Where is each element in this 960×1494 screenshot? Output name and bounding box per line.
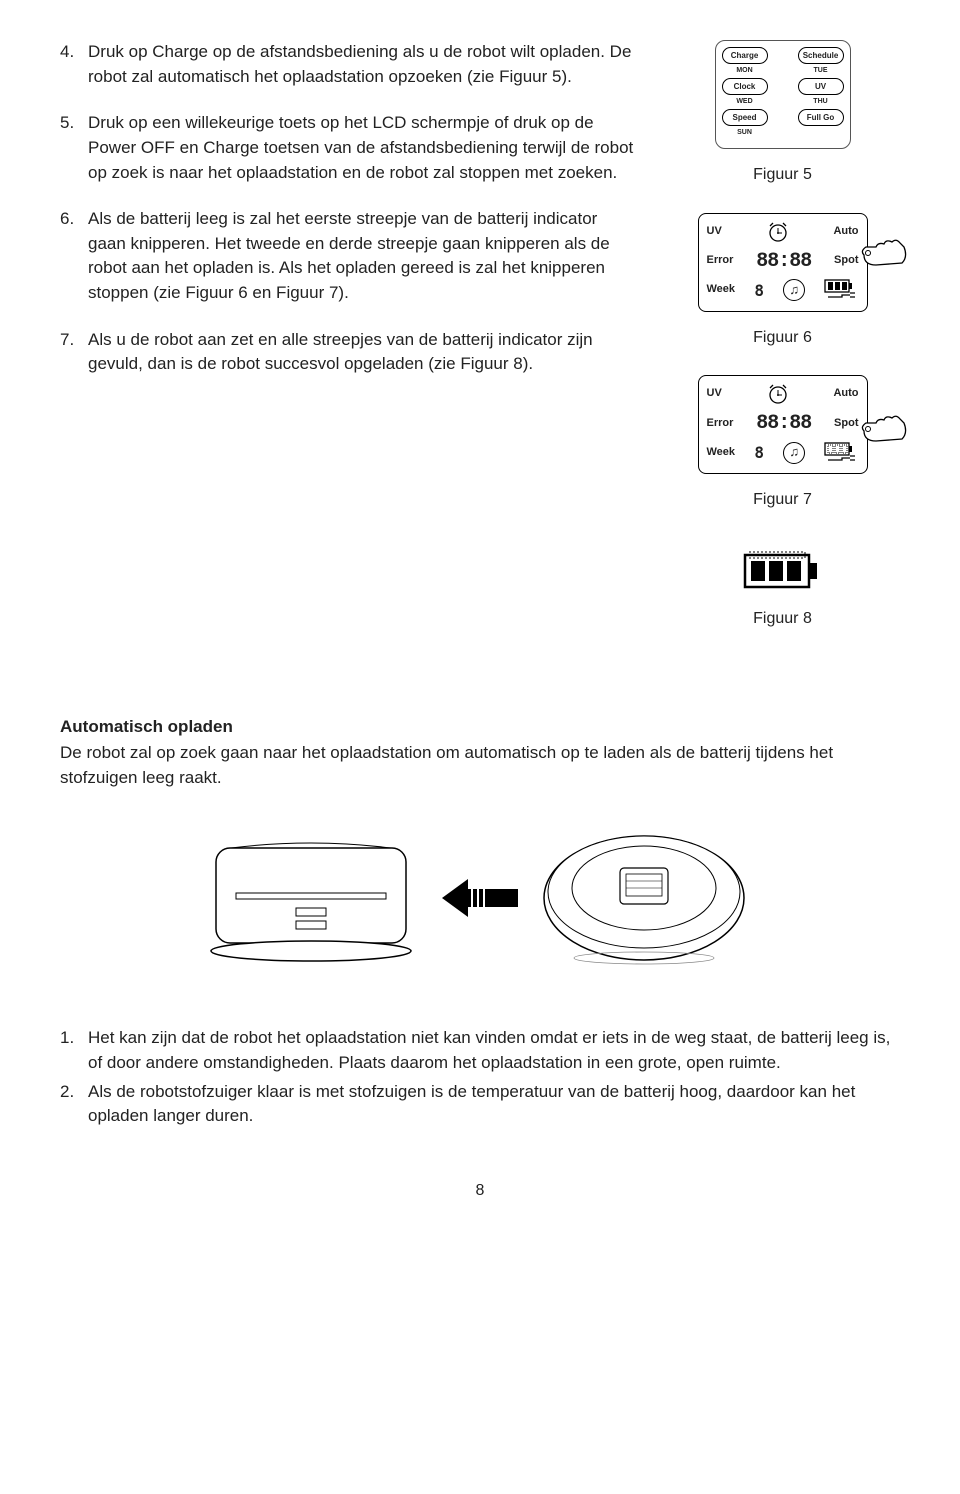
pointing-hand-icon xyxy=(858,237,908,271)
step-number: 7. xyxy=(60,328,88,377)
upper-region: 4. Druk op Charge op de afstandsbedienin… xyxy=(60,40,900,645)
lcd-week-label: Week xyxy=(707,445,736,461)
lcd-error-label: Error xyxy=(707,416,734,432)
lcd-auto-label: Auto xyxy=(833,386,858,402)
music-note-icon: ♫ xyxy=(783,442,805,464)
lcd-week-label: Week xyxy=(707,282,736,298)
remote-button: Clock xyxy=(722,78,768,95)
lcd-spot-label: Spot xyxy=(834,253,858,269)
remote-button: UV xyxy=(798,78,844,95)
instruction-item: 5. Druk op een willekeurige toets op het… xyxy=(60,111,635,185)
battery-plug-icon xyxy=(824,442,858,464)
step-number: 5. xyxy=(60,111,88,185)
lcd-screen: UV Auto Error 88:88 Spot Week 8 ♫ xyxy=(698,213,868,312)
remote-button: Charge xyxy=(722,47,768,64)
remote-day-label: WED xyxy=(722,97,768,107)
step-text: Druk op Charge op de afstandsbediening a… xyxy=(88,40,635,89)
music-note-icon: ♫ xyxy=(783,279,805,301)
figure-caption: Figuur 7 xyxy=(753,488,812,511)
figure-caption: Figuur 6 xyxy=(753,326,812,349)
battery-plug-icon xyxy=(824,279,858,301)
instruction-item: 1. Het kan zijn dat de robot het oplaads… xyxy=(60,1026,900,1075)
lcd-week-digit: 8 xyxy=(754,279,764,302)
charging-dock-icon xyxy=(206,833,426,963)
step-number: 1. xyxy=(60,1026,88,1075)
step-number: 4. xyxy=(60,40,88,89)
instruction-item: 4. Druk op Charge op de afstandsbedienin… xyxy=(60,40,635,89)
step-text: Als de batterij leeg is zal het eerste s… xyxy=(88,207,635,306)
lcd-spot-label: Spot xyxy=(834,416,858,432)
lcd-auto-label: Auto xyxy=(833,224,858,240)
alarm-clock-icon xyxy=(766,220,790,244)
lcd-week-digit: 8 xyxy=(754,441,764,464)
alarm-clock-icon xyxy=(766,382,790,406)
step-number: 2. xyxy=(60,1080,88,1129)
pointing-hand-icon xyxy=(858,413,908,447)
lcd-uv-label: UV xyxy=(707,386,722,402)
remote-day-label: SUN xyxy=(722,128,768,138)
figure-caption: Figuur 8 xyxy=(753,607,812,630)
instruction-item: 6. Als de batterij leeg is zal het eerst… xyxy=(60,207,635,306)
remote-button: Speed xyxy=(722,109,768,126)
section-intro-text: De robot zal op zoek gaan naar het oplaa… xyxy=(60,741,900,790)
figures-column: Charge Schedule MON TUE Clock UV WED THU… xyxy=(665,40,900,645)
remote-illustration: Charge Schedule MON TUE Clock UV WED THU… xyxy=(715,40,851,149)
arrow-icon xyxy=(440,873,520,923)
step-number: 6. xyxy=(60,207,88,306)
lcd-error-label: Error xyxy=(707,253,734,269)
remote-day-label: MON xyxy=(722,66,768,76)
remote-day-label: THU xyxy=(798,97,844,107)
lcd-figure-6: UV Auto Error 88:88 Spot Week 8 ♫ xyxy=(698,213,868,312)
step-text: Het kan zijn dat de robot het oplaadstat… xyxy=(88,1026,900,1075)
page-number: 8 xyxy=(60,1179,900,1202)
section-heading: Automatisch opladen xyxy=(60,715,900,740)
docking-illustration xyxy=(60,828,900,968)
remote-day-label: TUE xyxy=(798,66,844,76)
remote-button: Schedule xyxy=(798,47,844,64)
instructions-column: 4. Druk op Charge op de afstandsbedienin… xyxy=(60,40,635,645)
figure-caption: Figuur 5 xyxy=(753,163,812,186)
lcd-uv-label: UV xyxy=(707,224,722,240)
auto-charging-section: Automatisch opladen De robot zal op zoek… xyxy=(60,715,900,1129)
step-text: Als de robotstofzuiger klaar is met stof… xyxy=(88,1080,900,1129)
instruction-list-top: 4. Druk op Charge op de afstandsbedienin… xyxy=(60,40,635,377)
instruction-item: 7. Als u de robot aan zet en alle streep… xyxy=(60,328,635,377)
lcd-digits: 88:88 xyxy=(756,409,811,438)
battery-full-icon xyxy=(743,551,823,593)
lcd-digits: 88:88 xyxy=(756,247,811,276)
step-text: Druk op een willekeurige toets op het LC… xyxy=(88,111,635,185)
lcd-figure-7: UV Auto Error 88:88 Spot Week 8 ♫ xyxy=(698,375,868,474)
lcd-screen: UV Auto Error 88:88 Spot Week 8 ♫ xyxy=(698,375,868,474)
instruction-list-bottom: 1. Het kan zijn dat de robot het oplaads… xyxy=(60,1026,900,1129)
remote-button: Full Go xyxy=(798,109,844,126)
step-text: Als u de robot aan zet en alle streepjes… xyxy=(88,328,635,377)
instruction-item: 2. Als de robotstofzuiger klaar is met s… xyxy=(60,1080,900,1129)
robot-vacuum-icon xyxy=(534,828,754,968)
